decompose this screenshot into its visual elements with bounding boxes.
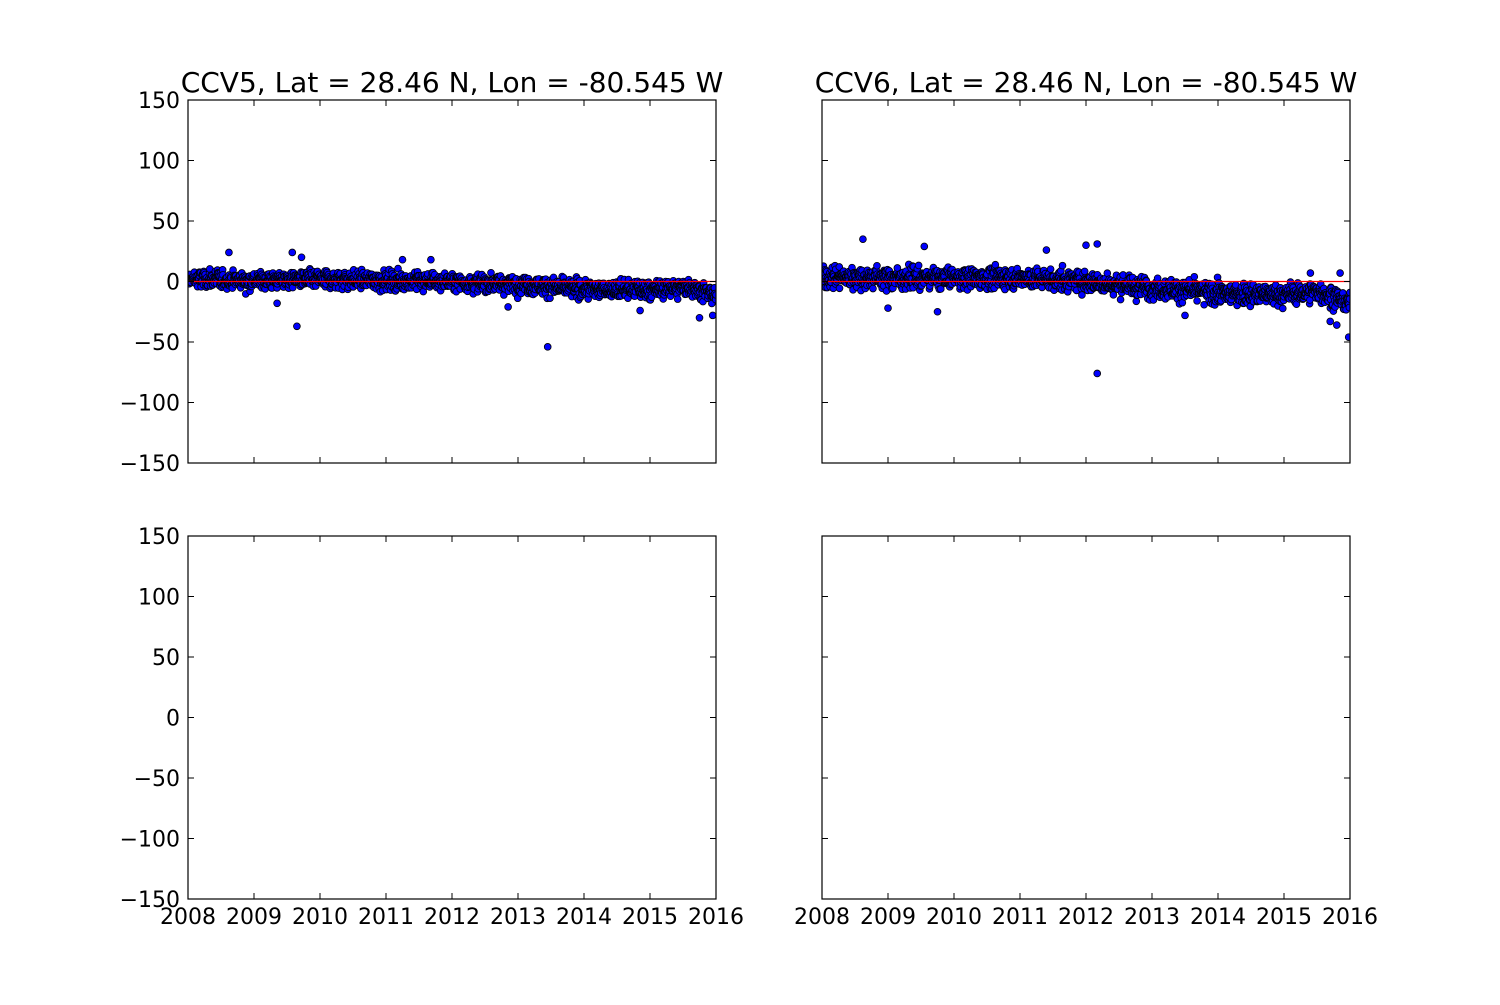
x-tick-label: 2012 [424,905,480,930]
x-tick-label: 2009 [226,905,282,930]
data-point [1109,291,1118,299]
data-point [1193,297,1201,305]
data-point [288,248,297,257]
x-tick-label: 2009 [860,905,916,930]
subplot-title: CCV6, Lat = 28.46 N, Lon = -80.545 W [815,66,1358,99]
data-point [427,255,435,264]
x-tick-label: 2010 [292,905,348,930]
data-point [893,264,902,272]
x-tick-label: 2013 [1124,905,1180,930]
data-point [1093,240,1102,248]
y-tick-label: −100 [120,392,180,417]
y-tick-label: 150 [138,525,180,550]
y-tick-label: 50 [152,210,180,235]
data-point [1345,303,1350,312]
data-point [869,284,877,293]
y-tick-label: −50 [134,767,180,792]
data-point [1326,317,1334,326]
data-point [293,322,301,331]
x-tick-label: 2008 [160,905,216,930]
x-tick-label: 2011 [992,905,1048,930]
y-tick-label: −150 [120,452,180,477]
data-point [543,343,552,351]
y-tick-label: 0 [166,271,180,296]
data-point [1278,304,1287,313]
x-tick-label: 2016 [688,905,744,930]
y-tick-label: 50 [152,646,180,671]
subplot-1: 150 100 50 0 −50 −100 −150 CCV5, Lat = 28.46 N,… [120,66,724,477]
data-point [1078,291,1086,299]
data-point [914,261,923,270]
data-layer [822,235,1350,378]
data-point [1058,261,1067,270]
data-point [1093,369,1102,378]
data-point [695,313,704,322]
x-tick-label: 2012 [1058,905,1114,930]
data-point [835,284,844,293]
y-tick-label: −50 [134,331,180,356]
y-tick-label: 150 [138,89,180,114]
y-tick-label: 100 [138,150,180,175]
data-point [936,285,945,293]
x-tick-label: 2013 [490,905,546,930]
data-point [859,235,867,243]
data-point [225,248,233,257]
data-point [398,255,407,264]
data-point [1344,333,1350,341]
data-layer [188,248,716,351]
data-point [504,303,512,311]
y-tick-label: 100 [138,586,180,611]
data-point [297,253,306,262]
x-tick-label: 2014 [1190,905,1246,930]
plot-area [188,536,716,899]
data-point [636,306,644,315]
data-point [487,268,495,277]
data-point [873,261,881,270]
data-point [920,242,929,251]
data-point [273,299,281,308]
y-tick-label: −100 [120,828,180,853]
y-tick-label: 0 [166,707,180,732]
data-point [712,291,716,299]
data-point [1190,272,1199,281]
data-point [673,295,682,303]
data-point [933,307,942,316]
data-point [1042,246,1051,254]
x-tick-label: 2011 [358,905,414,930]
data-point [1333,321,1341,329]
data-point [884,304,892,312]
data-point [546,294,554,302]
data-point [1080,267,1089,276]
x-tick-label: 2015 [622,905,678,930]
data-point [708,311,716,320]
data-point [1082,241,1090,250]
x-tick-label: 2016 [1322,905,1378,930]
data-point [1116,295,1125,304]
data-point [1181,311,1189,320]
x-tick-label: 2010 [926,905,982,930]
x-tick-label: 2014 [556,905,612,930]
y-tick-label: −150 [120,888,180,913]
data-point [1046,265,1055,273]
x-tick-label: 2008 [794,905,850,930]
plot-area [822,536,1350,899]
series-1 [188,248,716,351]
data-point [1306,269,1315,277]
x-tick-label: 2015 [1256,905,1312,930]
data-point [1336,269,1344,277]
subplot-title: CCV5, Lat = 28.46 N, Lon = -80.545 W [181,66,724,99]
subplot-2: CCV6, Lat = 28.46 N, Lon = -80.545 W [815,66,1358,464]
subplot-4: 2008 2009 2010 2011 2012 2013 2014 2015 2016 [794,535,1378,930]
